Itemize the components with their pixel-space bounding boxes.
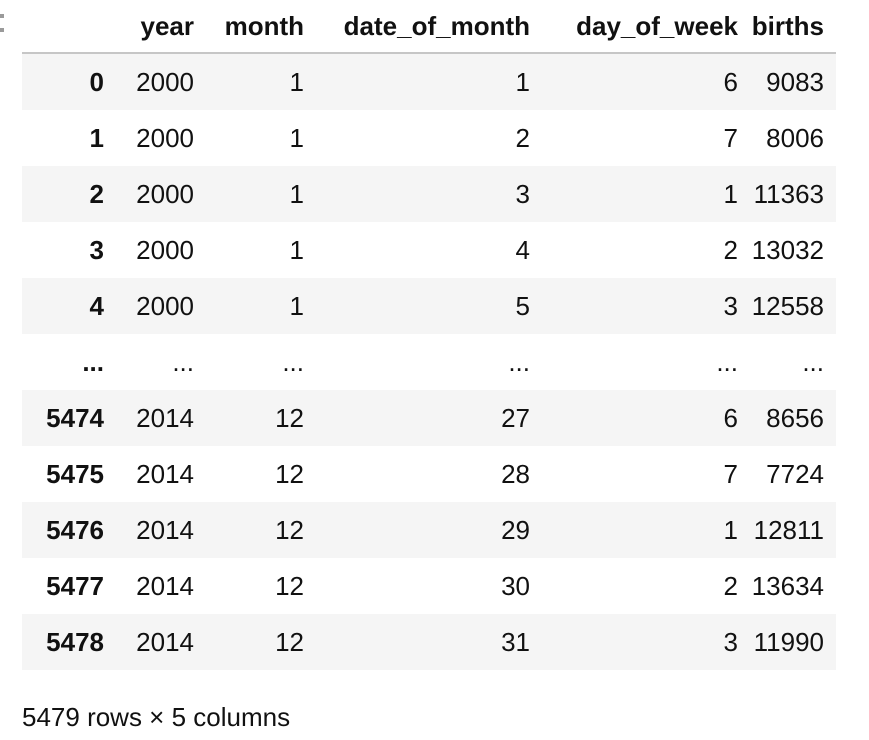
column-header-date-of-month: date_of_month (316, 0, 542, 54)
cell-date-of-month: 3 (515, 178, 530, 209)
cell-month: 12 (275, 570, 304, 601)
cell-month: 12 (275, 402, 304, 433)
table-row: 2 2000 1 3 1 11363 (22, 166, 836, 222)
cell-year: 2014 (136, 514, 194, 545)
cell-births: ... (802, 346, 824, 377)
cell-date-of-month: 27 (501, 402, 530, 433)
cell-births: 8656 (766, 402, 824, 433)
row-index: 2 (89, 178, 104, 209)
table-row: 5477 2014 12 30 2 13634 (22, 558, 836, 614)
cell-day-of-week: 1 (723, 178, 738, 209)
cell-year: 2000 (136, 290, 194, 321)
cell-month: 12 (275, 458, 304, 489)
row-index: 1 (89, 122, 104, 153)
row-index: 3 (89, 234, 104, 265)
cell-year: 2000 (136, 234, 194, 265)
cell-month: 12 (275, 514, 304, 545)
cell-births: 13032 (751, 234, 824, 265)
dataframe-table: year month date_of_month day_of_week bir… (22, 0, 836, 670)
cell-day-of-week: 2 (723, 234, 738, 265)
column-header-month: month (206, 0, 316, 54)
table-row: 0 2000 1 1 6 9083 (22, 53, 836, 110)
cell-date-of-month: 2 (515, 122, 530, 153)
cell-births: 11363 (753, 178, 824, 209)
cell-date-of-month: 30 (501, 570, 530, 601)
cell-day-of-week: 6 (723, 66, 738, 97)
dataframe-shape-summary: 5479 rows × 5 columns (22, 702, 291, 732)
table-row: 4 2000 1 5 3 12558 (22, 278, 836, 334)
cell-day-of-week: 3 (723, 290, 738, 321)
cell-month: 1 (289, 234, 304, 265)
cell-date-of-month: 1 (515, 66, 530, 97)
output-drag-handle-icon[interactable] (0, 14, 4, 32)
table-row: 5475 2014 12 28 7 7724 (22, 446, 836, 502)
cell-births: 13634 (751, 570, 824, 601)
cell-year: ... (172, 346, 194, 377)
cell-births: 9083 (766, 66, 824, 97)
cell-date-of-month: 28 (501, 458, 530, 489)
cell-month: 1 (289, 122, 304, 153)
cell-day-of-week: 7 (723, 458, 738, 489)
cell-date-of-month: ... (508, 346, 530, 377)
index-header (22, 0, 116, 54)
column-header-births: births (750, 0, 836, 54)
cell-day-of-week: 1 (723, 514, 738, 545)
cell-day-of-week: 7 (723, 122, 738, 153)
cell-month: 1 (289, 66, 304, 97)
cell-date-of-month: 5 (515, 290, 530, 321)
cell-year: 2014 (136, 626, 194, 657)
cell-year: 2000 (136, 66, 194, 97)
cell-date-of-month: 4 (515, 234, 530, 265)
cell-year: 2014 (136, 402, 194, 433)
cell-date-of-month: 29 (501, 514, 530, 545)
cell-day-of-week: 2 (723, 570, 738, 601)
row-index: 5477 (46, 570, 104, 601)
cell-day-of-week: 6 (723, 402, 738, 433)
table-row: 5478 2014 12 31 3 11990 (22, 614, 836, 670)
table-row: 1 2000 1 2 7 8006 (22, 110, 836, 166)
cell-births: 12811 (753, 514, 824, 545)
cell-date-of-month: 31 (501, 626, 530, 657)
column-header-day-of-week: day_of_week (542, 0, 750, 54)
row-index: 4 (89, 290, 104, 321)
cell-month: 1 (289, 290, 304, 321)
row-index: ... (82, 346, 104, 377)
cell-year: 2000 (136, 122, 194, 153)
cell-year: 2000 (136, 178, 194, 209)
cell-year: 2014 (136, 570, 194, 601)
column-header-year: year (116, 0, 206, 54)
row-index: 0 (89, 66, 104, 97)
cell-month: ... (282, 346, 304, 377)
row-index: 5474 (46, 402, 104, 433)
cell-births: 11990 (753, 626, 824, 657)
cell-day-of-week: ... (716, 346, 738, 377)
row-index: 5475 (46, 458, 104, 489)
cell-month: 12 (275, 626, 304, 657)
row-index: 5478 (46, 626, 104, 657)
cell-births: 12558 (751, 290, 824, 321)
cell-day-of-week: 3 (723, 626, 738, 657)
ellipsis-row: ... ... ... ... ... ... (22, 334, 836, 390)
table-body: 0 2000 1 1 6 9083 1 2000 1 2 7 8006 2 20… (22, 53, 836, 670)
table-row: 5476 2014 12 29 1 12811 (22, 502, 836, 558)
table-header: year month date_of_month day_of_week bir… (22, 0, 836, 54)
cell-year: 2014 (136, 458, 194, 489)
table-row: 5474 2014 12 27 6 8656 (22, 390, 836, 446)
cell-month: 1 (289, 178, 304, 209)
table-row: 3 2000 1 4 2 13032 (22, 222, 836, 278)
row-index: 5476 (46, 514, 104, 545)
cell-births: 7724 (766, 458, 824, 489)
header-row: year month date_of_month day_of_week bir… (22, 0, 836, 54)
cell-births: 8006 (766, 122, 824, 153)
